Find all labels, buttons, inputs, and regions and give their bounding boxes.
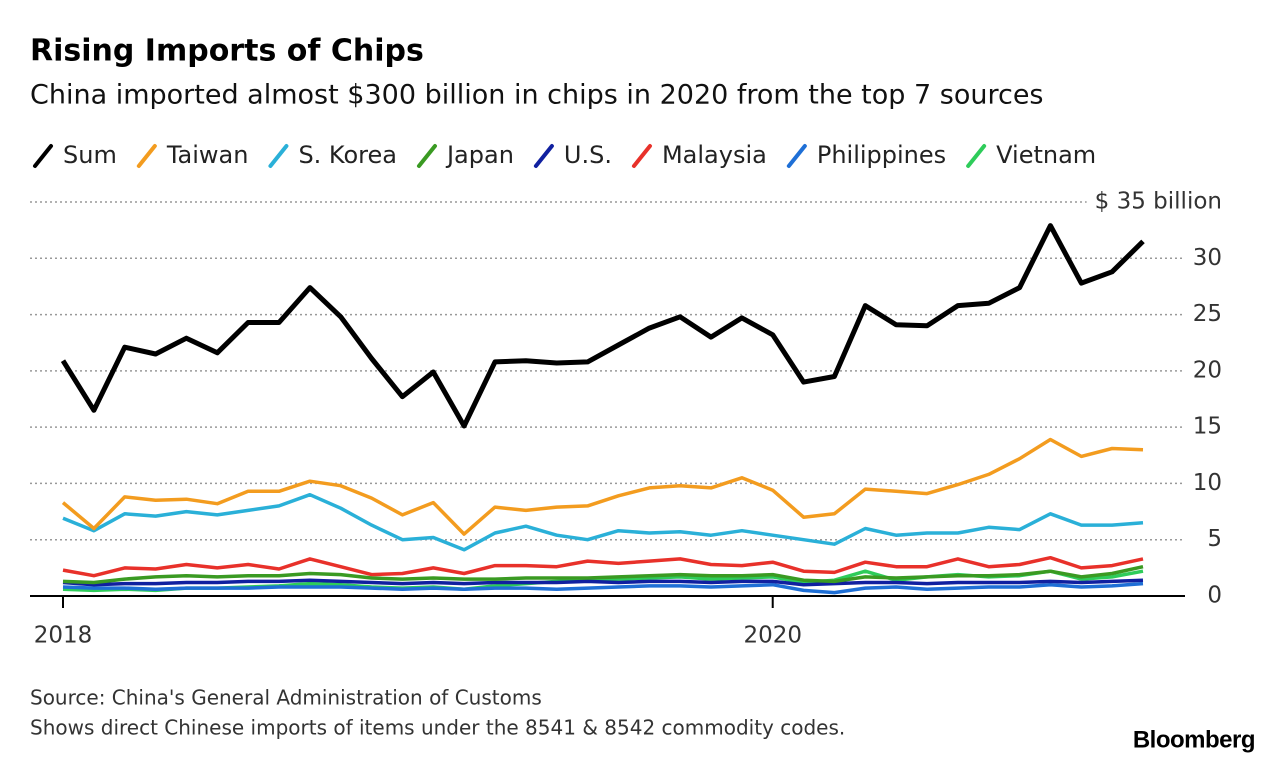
legend-label: Sum: [63, 141, 117, 169]
legend-label: S. Korea: [298, 141, 397, 169]
legend-label: Philippines: [817, 141, 946, 169]
series-line: [62, 578, 1144, 587]
legend-swatch: [786, 144, 807, 168]
series-line: [62, 555, 1144, 578]
brand-logo: Bloomberg: [1133, 726, 1255, 753]
legend-swatch: [268, 144, 289, 168]
y-tick-label: 20: [1193, 357, 1222, 383]
legend-swatch: [416, 144, 437, 168]
chart-title: Rising Imports of Chips: [30, 34, 424, 69]
legend-label: U.S.: [564, 141, 612, 169]
series-line: [62, 492, 1144, 552]
legend-swatch: [966, 144, 987, 168]
series-line: [61, 437, 1144, 536]
legend-swatch: [136, 144, 157, 168]
x-tick-label: 2020: [743, 623, 802, 649]
legend-label: Taiwan: [166, 141, 249, 169]
legend-label: Vietnam: [996, 141, 1096, 169]
y-tick-label: 30: [1193, 245, 1222, 271]
y-tick-label: 25: [1193, 301, 1222, 327]
note: Shows direct Chinese imports of items un…: [30, 716, 845, 740]
y-tick-label: 15: [1193, 414, 1222, 440]
y-tick-label: 10: [1193, 470, 1222, 496]
series-line: [62, 564, 1144, 585]
legend-swatch: [533, 144, 554, 168]
series-line: [60, 223, 1145, 429]
y-tick-label: 0: [1207, 583, 1222, 609]
y-tick-label: 5: [1207, 526, 1222, 552]
chart-subtitle: China imported almost $300 billion in ch…: [30, 80, 1044, 111]
legend-swatch: [631, 144, 652, 168]
x-tick-label: 2018: [34, 623, 93, 649]
legend-swatch: [33, 144, 53, 168]
series-line: [62, 581, 1144, 595]
y-tick-label: $ 35 billion: [1095, 189, 1222, 215]
legend-label: Japan: [445, 141, 514, 169]
legend-label: Malaysia: [662, 141, 767, 169]
source: Source: China's General Administration o…: [30, 686, 542, 710]
